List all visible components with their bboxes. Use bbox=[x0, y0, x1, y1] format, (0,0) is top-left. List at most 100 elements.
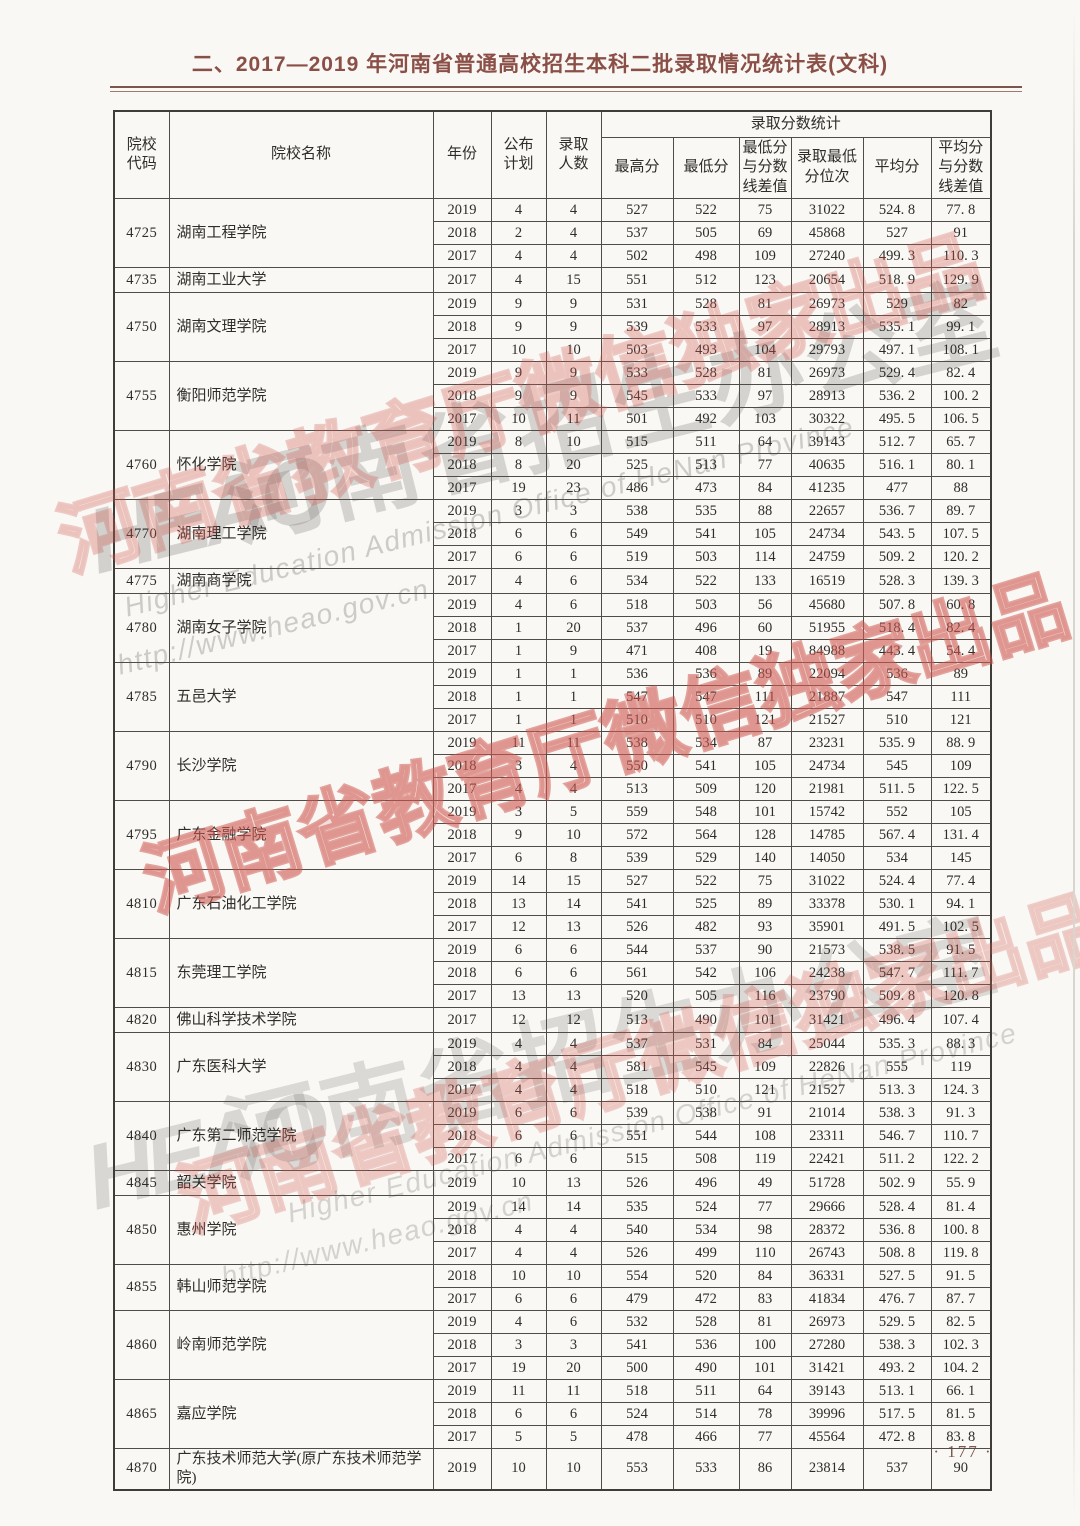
cell-year: 2019 bbox=[432, 731, 492, 755]
cell-min-rank: 22421 bbox=[790, 1147, 864, 1171]
college-name: 惠州学院 bbox=[168, 1195, 434, 1265]
cell-avg-diff: 102. 5 bbox=[930, 915, 992, 939]
cell-avg-score: 543. 5 bbox=[862, 522, 932, 546]
cell-admitted: 3 bbox=[545, 499, 602, 523]
cell-max-score: 549 bbox=[600, 522, 674, 546]
cell-max-score: 545 bbox=[600, 384, 674, 408]
cell-admitted: 4 bbox=[545, 1241, 602, 1265]
cell-max-score: 581 bbox=[600, 1055, 674, 1079]
cell-admitted: 13 bbox=[545, 915, 602, 939]
college-year-row: 4830 广东医科大学 2019 4 4 537 531 84 25044 535. 3 88. 3 bbox=[113, 1032, 992, 1102]
college-year-row: 2017 10 10 503 493 104 29793 497. 1 108. 1 bbox=[114, 338, 992, 362]
cell-max-score: 561 bbox=[600, 961, 674, 985]
cell-min-diff: 123 bbox=[738, 267, 792, 293]
cell-avg-diff: 129. 9 bbox=[930, 267, 992, 293]
cell-avg-score: 536. 2 bbox=[862, 384, 932, 408]
cell-min-score: 511 bbox=[672, 430, 740, 454]
cell-admitted: 5 bbox=[545, 1425, 602, 1449]
cell-max-score: 500 bbox=[600, 1356, 674, 1380]
cell-min-rank: 21573 bbox=[790, 938, 864, 962]
cell-avg-diff: 87. 7 bbox=[930, 1287, 992, 1311]
cell-min-rank: 14050 bbox=[790, 846, 864, 870]
cell-avg-diff: 109 bbox=[930, 754, 992, 778]
cell-avg-score: 527. 5 bbox=[862, 1264, 932, 1288]
cell-min-diff: 19 bbox=[738, 639, 792, 663]
cell-plan: 9 bbox=[490, 292, 547, 316]
cell-avg-score: 495. 5 bbox=[862, 407, 932, 431]
college-code: 4830 bbox=[113, 1032, 170, 1102]
cell-plan: 4 bbox=[490, 244, 547, 268]
cell-year: 2018 bbox=[432, 1264, 492, 1288]
cell-max-score: 541 bbox=[600, 1333, 674, 1357]
cell-avg-diff: 107. 5 bbox=[930, 522, 992, 546]
cell-max-score: 540 bbox=[600, 1218, 674, 1242]
cell-min-rank: 26973 bbox=[790, 1310, 864, 1334]
cell-min-diff: 83 bbox=[738, 1287, 792, 1311]
cell-min-score: 525 bbox=[672, 892, 740, 916]
cell-min-diff: 101 bbox=[738, 800, 792, 824]
cell-max-score: 526 bbox=[600, 1170, 674, 1196]
cell-min-rank: 30322 bbox=[790, 407, 864, 431]
cell-avg-score: 518. 9 bbox=[862, 267, 932, 293]
cell-min-rank: 36331 bbox=[790, 1264, 864, 1288]
college-code: 4820 bbox=[113, 1007, 170, 1033]
cell-plan: 3 bbox=[490, 754, 547, 778]
college-year-row: 2017 10 11 501 492 103 30322 495. 5 106. 5 bbox=[114, 407, 992, 431]
college-year-row: 4845 韶关学院 2019 10 13 526 496 49 51728 502. 9 55. 9 bbox=[113, 1170, 992, 1196]
cell-min-diff: 56 bbox=[738, 593, 792, 617]
cell-admitted: 12 bbox=[545, 1007, 602, 1033]
cell-min-rank: 21887 bbox=[790, 685, 864, 709]
college-year-row: 2018 9 9 539 533 97 28913 535. 1 99. 1 bbox=[114, 315, 992, 339]
cell-min-score: 536 bbox=[672, 662, 740, 686]
cell-min-rank: 27280 bbox=[790, 1333, 864, 1357]
college-name: 湖南女子学院 bbox=[168, 593, 434, 663]
cell-min-diff: 78 bbox=[738, 1402, 792, 1426]
cell-min-score: 503 bbox=[672, 593, 740, 617]
page-title: 二、2017—2019 年河南省普通高校招生本科二批录取情况统计表(文科) bbox=[191, 53, 889, 76]
cell-year: 2018 bbox=[432, 1333, 492, 1357]
cell-avg-score: 547 bbox=[862, 685, 932, 709]
cell-avg-score: 536. 7 bbox=[862, 499, 932, 523]
title-rule-bottom bbox=[110, 91, 1022, 92]
cell-min-score: 466 bbox=[672, 1425, 740, 1449]
cell-min-rank: 28372 bbox=[790, 1218, 864, 1242]
cell-max-score: 510 bbox=[600, 708, 674, 732]
cell-avg-diff: 124. 3 bbox=[930, 1078, 992, 1102]
cell-min-score: 547 bbox=[672, 685, 740, 709]
cell-max-score: 550 bbox=[600, 754, 674, 778]
college-name: 广东医科大学 bbox=[168, 1032, 434, 1102]
cell-min-diff: 120 bbox=[738, 777, 792, 801]
cell-avg-diff: 100. 8 bbox=[930, 1218, 992, 1242]
college-code: 4860 bbox=[113, 1310, 170, 1380]
cell-year: 2018 bbox=[432, 315, 492, 339]
cell-admitted: 14 bbox=[545, 1195, 602, 1219]
cell-min-score: 528 bbox=[672, 361, 740, 385]
cell-avg-score: 513. 3 bbox=[862, 1078, 932, 1102]
college-code: 4865 bbox=[113, 1379, 170, 1449]
cell-avg-diff: 119. 8 bbox=[930, 1241, 992, 1265]
cell-admitted: 4 bbox=[545, 244, 602, 268]
cell-plan: 4 bbox=[490, 1241, 547, 1265]
cell-max-score: 551 bbox=[600, 267, 674, 293]
header-college-code: 院校 代码 bbox=[113, 110, 170, 199]
cell-plan: 10 bbox=[490, 1448, 547, 1490]
cell-admitted: 13 bbox=[545, 1170, 602, 1196]
cell-plan: 6 bbox=[490, 938, 547, 962]
cell-min-rank: 21014 bbox=[790, 1101, 864, 1125]
stats-table-wrapper: 院校 代码 院校名称 年份 公布 计划 录取 人数 录取分数统计 最高分 最低分… bbox=[113, 110, 993, 1491]
cell-avg-score: 511. 5 bbox=[862, 777, 932, 801]
cell-plan: 6 bbox=[490, 1124, 547, 1148]
cell-min-rank: 45564 bbox=[790, 1425, 864, 1449]
cell-min-diff: 77 bbox=[738, 453, 792, 477]
cell-avg-score: 529. 5 bbox=[862, 1310, 932, 1334]
cell-min-diff: 91 bbox=[738, 1101, 792, 1125]
table-header: 院校 代码 院校名称 年份 公布 计划 录取 人数 录取分数统计 最高分 最低分… bbox=[113, 110, 992, 199]
cell-max-score: 544 bbox=[600, 938, 674, 962]
cell-min-diff: 128 bbox=[738, 823, 792, 847]
cell-avg-score: 512. 7 bbox=[862, 430, 932, 454]
cell-min-rank: 21527 bbox=[790, 1078, 864, 1102]
college-year-row: 2018 8 20 525 513 77 40635 516. 1 80. 1 bbox=[114, 453, 992, 477]
cell-avg-diff: 77. 4 bbox=[930, 869, 992, 893]
cell-year: 2019 bbox=[432, 869, 492, 893]
cell-min-diff: 119 bbox=[738, 1147, 792, 1171]
